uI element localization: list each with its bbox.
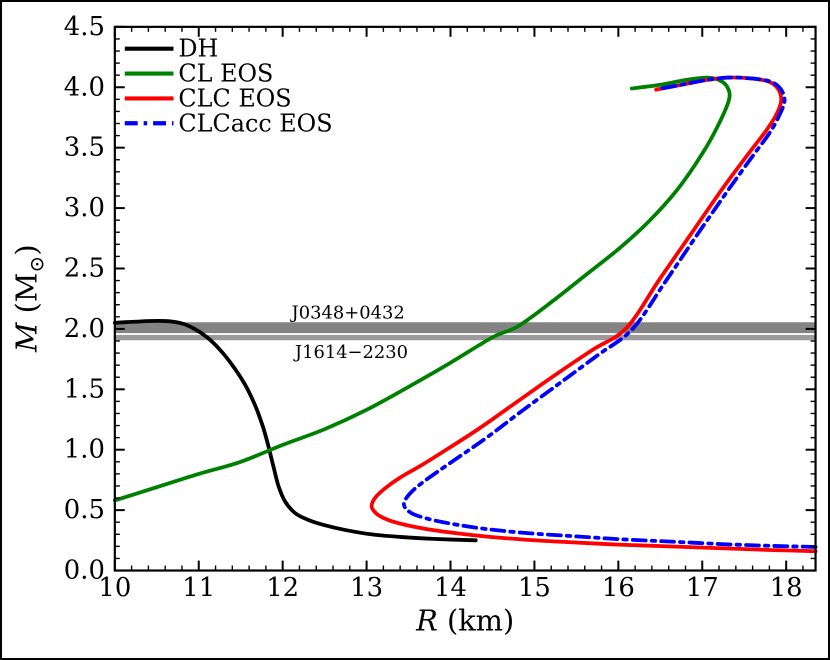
y-tick-label: 2.5 <box>64 253 105 283</box>
legend-item-clc-eos: CLC EOS <box>124 84 292 112</box>
y-axis-label: M (M⊙) <box>9 244 48 353</box>
band-label-j0348: J0348+0432 <box>290 302 405 323</box>
x-tick-label: 10 <box>98 573 131 603</box>
x-tick-label: 12 <box>266 573 299 603</box>
y-tick-label: 4.0 <box>64 72 105 102</box>
band-label-j1614: J1614−2230 <box>293 342 408 363</box>
y-tick-label: 3.5 <box>64 133 105 163</box>
x-tick-label: 16 <box>602 573 635 603</box>
legend-item-dh: DH <box>124 35 218 63</box>
x-tick-label: 13 <box>350 573 383 603</box>
y-tick-label: 1.0 <box>64 435 105 465</box>
x-tick-label: 14 <box>434 573 467 603</box>
curve-cl-eos <box>112 75 732 503</box>
legend-label: CL EOS <box>178 60 273 88</box>
y-tick-label: 2.0 <box>64 314 105 344</box>
x-tick-label: 15 <box>518 573 551 603</box>
legend-item-cl-eos: CL EOS <box>124 60 273 88</box>
y-tick-label: 0.0 <box>64 556 105 586</box>
x-tick-label: 11 <box>182 573 215 603</box>
curve-dh <box>112 319 478 543</box>
y-tick-label: 1.5 <box>64 374 105 404</box>
curve-clc-eos <box>369 75 818 554</box>
y-tick-label: 4.5 <box>64 12 105 42</box>
y-tick-label: 3.0 <box>64 193 105 223</box>
legend-label: DH <box>178 35 218 63</box>
x-tick-label: 18 <box>770 573 803 603</box>
mass-band-j0348-0432 <box>114 322 816 334</box>
legend-item-clcacc-eos: CLCacc EOS <box>124 109 333 137</box>
x-axis-label: R (km) <box>415 603 514 637</box>
legend-label: CLC EOS <box>178 84 291 112</box>
plot-frame <box>113 25 817 572</box>
curve-clcacc-eos <box>401 75 818 549</box>
mass-band-j1614-2230 <box>114 334 816 341</box>
y-tick-label: 0.5 <box>64 495 105 525</box>
x-tick-label: 17 <box>686 573 719 603</box>
legend-label: CLCacc EOS <box>178 109 332 137</box>
